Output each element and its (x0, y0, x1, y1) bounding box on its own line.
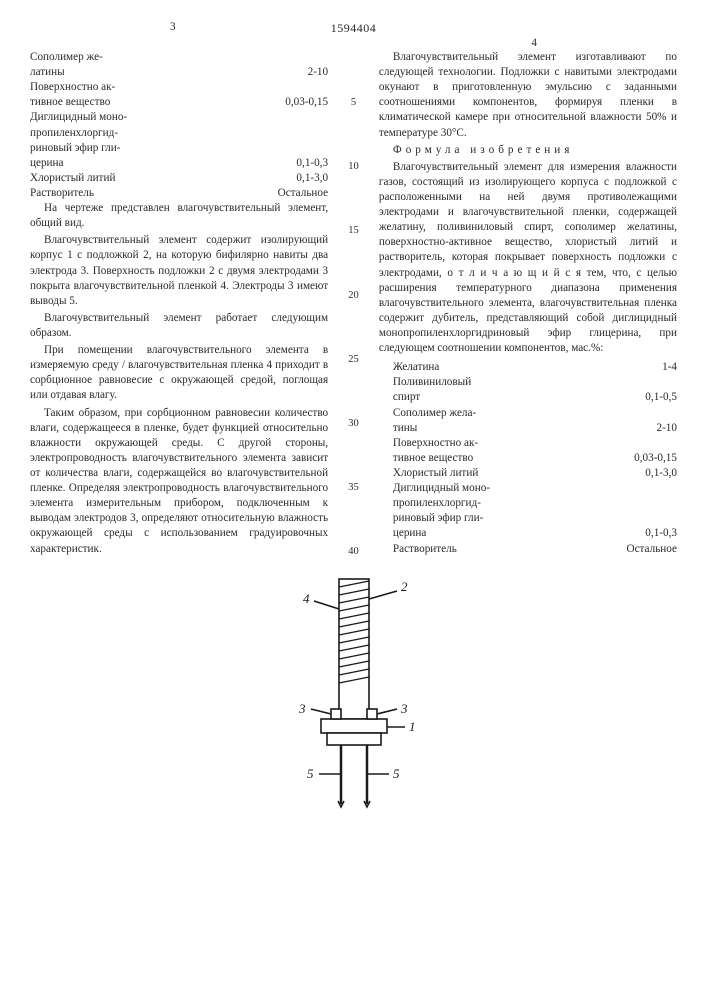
comp-name: тивное вещество (379, 451, 628, 466)
fig-label-3b: 3 (400, 701, 408, 716)
comp-name: Растворитель (379, 542, 621, 557)
comp-val: 0,1-0,3 (290, 156, 328, 171)
comp-val: 1-4 (656, 360, 677, 375)
left-col-number: 3 (170, 20, 176, 35)
comp-name: Растворитель (30, 186, 272, 201)
fig-label-5b: 5 (393, 766, 400, 781)
comp-val: 0,1-0,3 (639, 526, 677, 541)
comp-val: 0,03-0,15 (279, 95, 328, 110)
comp-name: риновый эфир гли- (30, 141, 328, 156)
figure-sensor-diagram: 2 4 3 3 1 5 5 (30, 569, 677, 819)
formula-heading: Формула изобретения (379, 143, 677, 158)
comp-val: 2-10 (650, 421, 677, 436)
comp-name: Хлористый литий (30, 171, 290, 186)
line-no: 30 (348, 417, 359, 431)
line-no: 20 (348, 289, 359, 303)
comp-name: Поверхностно ак- (379, 436, 677, 451)
left-para-2: Влагочувствительный элемент содержит изо… (30, 233, 328, 309)
comp-name: Желатина (379, 360, 656, 375)
line-no: 15 (348, 224, 359, 238)
page-header: 3 1594404 4 (30, 20, 677, 44)
comp-name: тины (379, 421, 651, 436)
right-col-number: 4 (531, 36, 537, 51)
comp-name: Диглицидный моно- (30, 110, 328, 125)
line-no: 5 (351, 96, 356, 110)
comp-name: пропиленхлоргид- (379, 496, 677, 511)
comp-val: Остальное (620, 542, 677, 557)
comp-name: Диглицидный моно- (379, 481, 677, 496)
fig-label-1: 1 (409, 719, 416, 734)
left-para-4: При помещении влагочувствительного элеме… (30, 343, 328, 403)
fig-label-3: 3 (298, 701, 306, 716)
comp-name: риновый эфир гли- (379, 511, 677, 526)
comp-name: Сополимер жела- (379, 406, 677, 421)
fig-label-5: 5 (307, 766, 314, 781)
gutter-line-numbers: 5 10 15 20 25 30 35 40 (346, 50, 361, 559)
comp-name: Поверхностно ак- (30, 80, 328, 95)
comp-val: 0,1-3,0 (290, 171, 328, 186)
comp-val: 0,03-0,15 (628, 451, 677, 466)
comp-name: церина (30, 156, 290, 171)
comp-name: Сополимер же- (30, 50, 328, 65)
line-no: 25 (348, 353, 359, 367)
comp-name: церина (379, 526, 639, 541)
line-no: 10 (348, 160, 359, 174)
comp-name: Хлористый литий (379, 466, 639, 481)
comp-name: тивное вещество (30, 95, 279, 110)
left-para-3: Влагочувствительный элемент работает сле… (30, 311, 328, 341)
patent-number: 1594404 (30, 20, 677, 36)
comp-name: пропиленхлоргид- (30, 126, 328, 141)
fig-label-4: 4 (303, 591, 310, 606)
left-para-5: Таким образом, при сорбционном равновеси… (30, 406, 328, 557)
right-para-2: Влагочувствительный элемент для измерени… (379, 160, 677, 356)
comp-val: Остальное (272, 186, 329, 201)
line-no: 40 (348, 545, 359, 559)
right-column: Влагочувствительный элемент изготавливаю… (379, 50, 677, 559)
left-composition-list: Сополимер же- латины2-10 Поверхностно ак… (30, 50, 328, 201)
fig-label-2: 2 (401, 579, 408, 594)
comp-val: 2-10 (302, 65, 329, 80)
left-column: Сополимер же- латины2-10 Поверхностно ак… (30, 50, 328, 559)
sensor-svg: 2 4 3 3 1 5 5 (269, 569, 439, 819)
comp-val: 0,1-0,5 (639, 390, 677, 405)
left-para-1: На чертеже представлен влагочувствительн… (30, 201, 328, 231)
right-para-1: Влагочувствительный элемент изготавливаю… (379, 50, 677, 141)
comp-name: Поливиниловый (379, 375, 677, 390)
comp-name: латины (30, 65, 302, 80)
two-column-body: Сополимер же- латины2-10 Поверхностно ак… (30, 50, 677, 559)
comp-val: 0,1-3,0 (639, 466, 677, 481)
comp-name: спирт (379, 390, 639, 405)
right-composition-list: Желатина1-4 Поливиниловый спирт0,1-0,5 С… (379, 360, 677, 556)
line-no: 35 (348, 481, 359, 495)
